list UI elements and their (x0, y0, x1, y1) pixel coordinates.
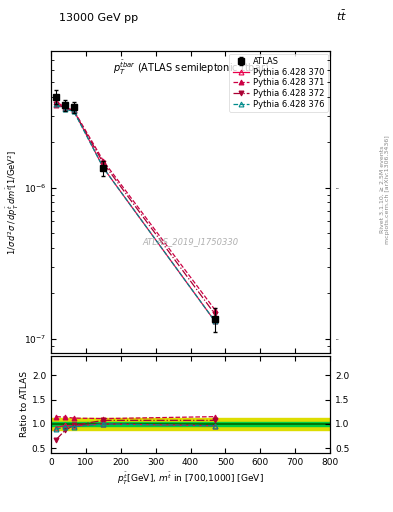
Line: Pythia 6.428 371: Pythia 6.428 371 (54, 103, 217, 312)
Line: Pythia 6.428 372: Pythia 6.428 372 (54, 101, 217, 317)
Pythia 6.428 372 (72, 108, 76, 114)
Pythia 6.428 372 (213, 311, 217, 317)
X-axis label: $p_T^{\bar{t}}$[GeV], $m^{\bar{t}}$ in [700,1000] [GeV]: $p_T^{\bar{t}}$[GeV], $m^{\bar{t}}$ in [… (117, 471, 264, 487)
Legend: ATLAS, Pythia 6.428 370, Pythia 6.428 371, Pythia 6.428 372, Pythia 6.428 376: ATLAS, Pythia 6.428 370, Pythia 6.428 37… (230, 54, 328, 112)
Line: Pythia 6.428 376: Pythia 6.428 376 (54, 102, 217, 324)
Y-axis label: Ratio to ATLAS: Ratio to ATLAS (20, 372, 29, 437)
Line: Pythia 6.428 370: Pythia 6.428 370 (54, 99, 217, 324)
Bar (51, 418, 330, 430)
Pythia 6.428 370 (72, 107, 76, 113)
Pythia 6.428 376 (63, 106, 68, 112)
Pythia 6.428 372 (63, 105, 68, 112)
Pythia 6.428 376 (72, 108, 76, 114)
Text: $t\bar{t}$: $t\bar{t}$ (336, 9, 347, 23)
Pythia 6.428 370 (63, 104, 68, 111)
Pythia 6.428 370 (101, 165, 106, 171)
Pythia 6.428 376 (101, 165, 106, 171)
Text: $p_T^{\bar{t}bar}$ (ATLAS semileptonic ttbar): $p_T^{\bar{t}bar}$ (ATLAS semileptonic t… (113, 59, 268, 77)
Pythia 6.428 371 (101, 158, 106, 164)
Pythia 6.428 372 (101, 160, 106, 166)
Text: mcplots.cern.ch [arXiv:1306.3436]: mcplots.cern.ch [arXiv:1306.3436] (385, 135, 389, 244)
Pythia 6.428 371 (72, 107, 76, 113)
Pythia 6.428 376 (54, 101, 59, 108)
Pythia 6.428 372 (54, 100, 59, 106)
Pythia 6.428 371 (213, 307, 217, 313)
Y-axis label: $1/\sigma\,d^2\sigma\,/\,dp_T^{\bar{t}}\,dm^{\bar{t}}$[1/GeV$^2$]: $1/\sigma\,d^2\sigma\,/\,dp_T^{\bar{t}}\… (5, 150, 21, 255)
Bar (51, 422, 330, 426)
Text: Rivet 3.1.10, ≥ 2.5M events: Rivet 3.1.10, ≥ 2.5M events (380, 146, 384, 233)
Pythia 6.428 370 (54, 99, 59, 105)
Text: ATLAS_2019_I1750330: ATLAS_2019_I1750330 (143, 237, 239, 246)
Pythia 6.428 371 (63, 105, 68, 112)
Pythia 6.428 370 (213, 318, 217, 325)
Pythia 6.428 371 (54, 102, 59, 109)
Text: 13000 GeV pp: 13000 GeV pp (59, 13, 138, 23)
Pythia 6.428 376 (213, 318, 217, 325)
